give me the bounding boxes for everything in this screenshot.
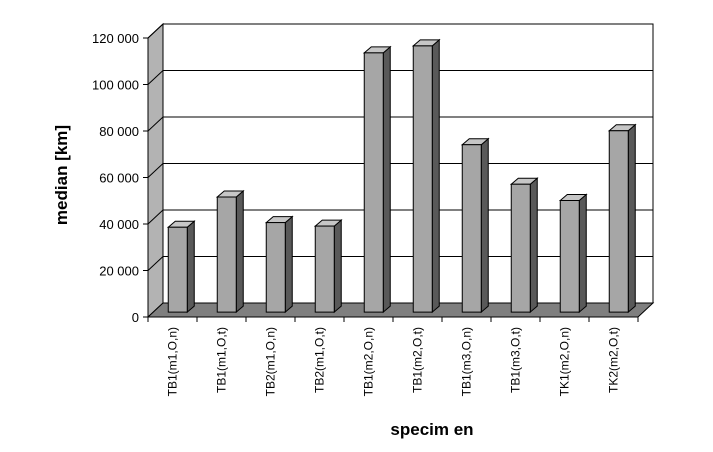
bar-side: [382, 45, 391, 314]
bar-side: [186, 220, 195, 314]
x-tick-label: TB1(m1,O,t): [215, 327, 229, 393]
bar: [559, 200, 580, 313]
bar: [363, 52, 384, 313]
y-tick-label: 60 000: [99, 171, 139, 186]
x-tick-label: TK2(m2,O,t): [607, 327, 621, 393]
x-tick-label: TB1(m3,O,t): [509, 327, 523, 393]
bar: [265, 222, 286, 313]
y-axis-ticks: 0 20 000 40 000 60 000 80 000 100 000 120 000: [92, 31, 148, 325]
bar-side: [480, 137, 489, 314]
bar-side: [627, 123, 636, 314]
y-axis-title: median [km]: [52, 125, 71, 225]
x-tick-label: TB2(m1,O,n): [264, 327, 278, 396]
x-tick-label: TB1(m2,O,t): [411, 327, 425, 393]
gridline-side: [147, 256, 164, 271]
x-tick-label: TB1(m1,O,n): [166, 327, 180, 396]
x-axis-ticks: TB1(m1,O,n) TB1(m1,O,t) TB2(m1,O,n) TB2(m1,…: [147, 317, 639, 396]
bar: [461, 144, 482, 313]
x-tick-label: TK1(m2,O,n): [558, 327, 572, 396]
y-tick-label: 20 000: [99, 264, 139, 279]
bar-side: [284, 215, 293, 314]
bar-side: [235, 189, 244, 314]
y-tick-label: 120 000: [92, 31, 139, 46]
bar: [510, 183, 531, 313]
bar: [167, 226, 188, 313]
bar-side: [529, 177, 538, 314]
y-tick-label: 0: [132, 310, 139, 325]
bars: [166, 38, 637, 314]
gridline-side: [147, 163, 164, 178]
x-tick-label: TB1(m3,O,n): [460, 327, 474, 396]
x-tick-label: TB2(m1,O,t): [313, 327, 327, 393]
x-axis-title: specim en: [390, 420, 473, 439]
gridline-side: [147, 116, 164, 132]
gridline-side: [147, 23, 164, 39]
bar: [608, 130, 629, 313]
bar-side: [578, 193, 587, 314]
y-tick-label: 80 000: [99, 124, 139, 139]
gridline-side: [147, 209, 164, 225]
bar-side: [333, 218, 342, 314]
gridline-side: [147, 70, 164, 85]
y-tick-label: 40 000: [99, 217, 139, 232]
y-tick-label: 100 000: [92, 78, 139, 93]
bar: [216, 196, 237, 313]
bar: [314, 225, 335, 313]
bar: [412, 45, 433, 313]
bar-side: [431, 38, 440, 314]
x-tick-label: TB1(m2,O,n): [362, 327, 376, 396]
